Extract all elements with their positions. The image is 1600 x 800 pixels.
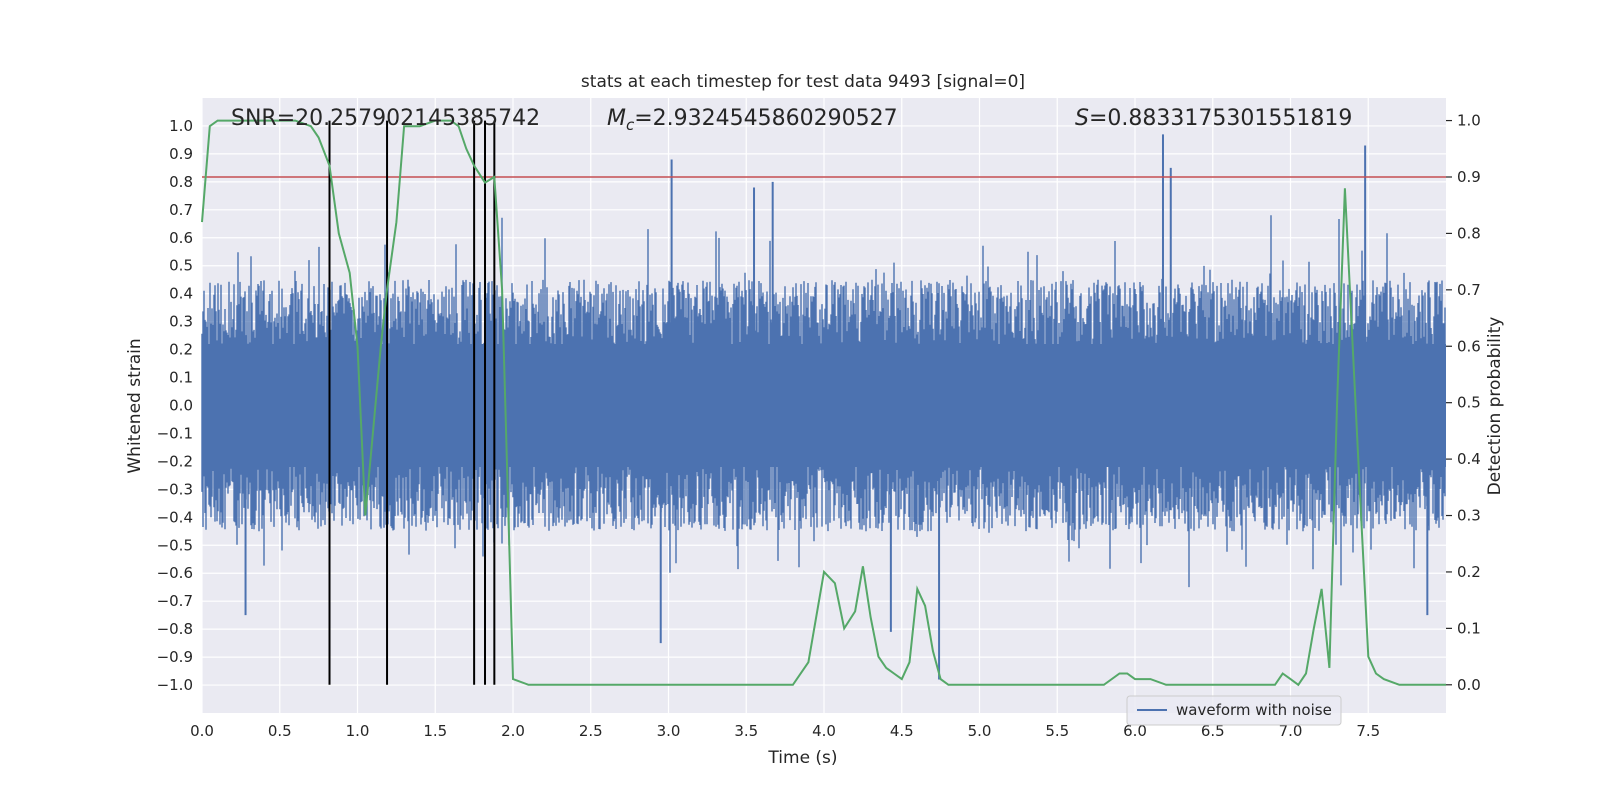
chirp-mass-value: =2.9324545860290527: [634, 106, 897, 131]
x-tick-label: 4.5: [890, 722, 914, 740]
right-y-tick-label: 0.5: [1457, 394, 1481, 412]
s-value: =0.8833175301551819: [1089, 106, 1352, 131]
probability-series: [201, 119, 1446, 687]
legend-label-strain: waveform with noise: [1176, 701, 1332, 719]
right-y-tick-label: 0.0: [1457, 676, 1481, 694]
x-tick-label: 2.0: [501, 722, 525, 740]
right-y-tick-label: 0.2: [1457, 563, 1481, 581]
left-y-tick-label: 0.7: [169, 201, 193, 219]
x-tick-label: 6.5: [1201, 722, 1225, 740]
x-tick-label: 0.0: [190, 722, 214, 740]
right-y-axis-ticks: 1.0 0.9 0.8 0.7 0.6 0.5 0.4 0.3 0.2 0.1 0.0: [1446, 112, 1481, 694]
left-y-tick-label: −0.3: [157, 480, 193, 498]
left-y-tick-label: −0.9: [157, 648, 193, 666]
x-tick-label: 1.0: [346, 722, 370, 740]
chirp-mass-symbol: M: [607, 106, 626, 131]
snr-annotation: SNR=20.257902145385742: [231, 106, 540, 131]
left-y-tick-label: −1.0: [157, 676, 193, 694]
chirp-mass-annotation: Mc=2.9324545860290527: [607, 106, 898, 134]
x-axis-ticks: 0.0 0.5 1.0 1.5 2.0 2.5 3.0 3.5 4.0 4.5 5.0 5.5 6.0 6…: [190, 722, 1380, 740]
left-y-tick-label: 0.9: [169, 145, 193, 163]
left-y-tick-label: 0.5: [169, 257, 193, 275]
x-tick-label: 5.5: [1045, 722, 1069, 740]
left-y-tick-label: 1.0: [169, 117, 193, 135]
left-y-tick-label: 0.0: [169, 397, 193, 415]
strain-core: [202, 344, 1446, 467]
left-y-tick-label: −0.6: [157, 564, 193, 582]
left-y-tick-label: 0.8: [169, 173, 193, 191]
x-tick-label: 5.0: [968, 722, 992, 740]
x-tick-label: 2.5: [579, 722, 603, 740]
x-axis-label: Time (s): [767, 748, 837, 768]
left-y-tick-label: −0.4: [157, 508, 193, 526]
right-y-tick-label: 0.8: [1457, 224, 1481, 242]
x-tick-label: 4.0: [812, 722, 836, 740]
x-tick-label: 7.5: [1356, 722, 1380, 740]
left-y-tick-label: −0.7: [157, 592, 193, 610]
left-y-tick-label: −0.1: [157, 424, 193, 442]
left-y-axis-label: Whitened strain: [125, 338, 145, 473]
s-symbol: S: [1075, 106, 1089, 131]
left-y-axis-ticks: 1.0 0.9 0.8 0.7 0.6 0.5 0.4 0.3 0.2 0.1 0.0 −0.1 −0.…: [157, 117, 193, 694]
s-annotation: S=0.8833175301551819: [1075, 106, 1352, 131]
chirp-mass-subscript: c: [626, 116, 635, 134]
chart-title: stats at each timestep for test data 949…: [581, 72, 1025, 92]
legend: waveform with noise: [1126, 695, 1342, 726]
left-y-tick-label: 0.2: [169, 341, 193, 359]
x-tick-label: 6.0: [1123, 722, 1147, 740]
x-tick-label: 0.5: [268, 722, 292, 740]
right-y-axis-label: Detection probability: [1485, 317, 1505, 496]
x-tick-label: 3.5: [734, 722, 758, 740]
x-tick-label: 7.0: [1279, 722, 1303, 740]
right-y-tick-label: 0.4: [1457, 450, 1481, 468]
right-y-tick-label: 1.0: [1457, 112, 1481, 130]
left-y-tick-label: −0.2: [157, 452, 193, 470]
x-tick-label: 1.5: [423, 722, 447, 740]
right-y-tick-label: 0.9: [1457, 168, 1481, 186]
left-y-tick-label: −0.5: [157, 536, 193, 554]
left-y-tick-label: 0.6: [169, 229, 193, 247]
probability-line: [201, 119, 1446, 687]
detection-markers: [328, 120, 496, 685]
right-y-tick-label: 0.7: [1457, 281, 1481, 299]
right-y-tick-label: 0.6: [1457, 337, 1481, 355]
left-y-tick-label: 0.3: [169, 313, 193, 331]
left-y-tick-label: 0.4: [169, 285, 193, 303]
left-y-tick-label: −0.8: [157, 620, 193, 638]
left-y-tick-label: 0.1: [169, 369, 193, 387]
right-y-tick-label: 0.3: [1457, 507, 1481, 525]
x-tick-label: 3.0: [657, 722, 681, 740]
legend-box: [1126, 695, 1342, 726]
right-y-tick-label: 0.1: [1457, 619, 1481, 637]
strain-series: [201, 134, 1446, 680]
